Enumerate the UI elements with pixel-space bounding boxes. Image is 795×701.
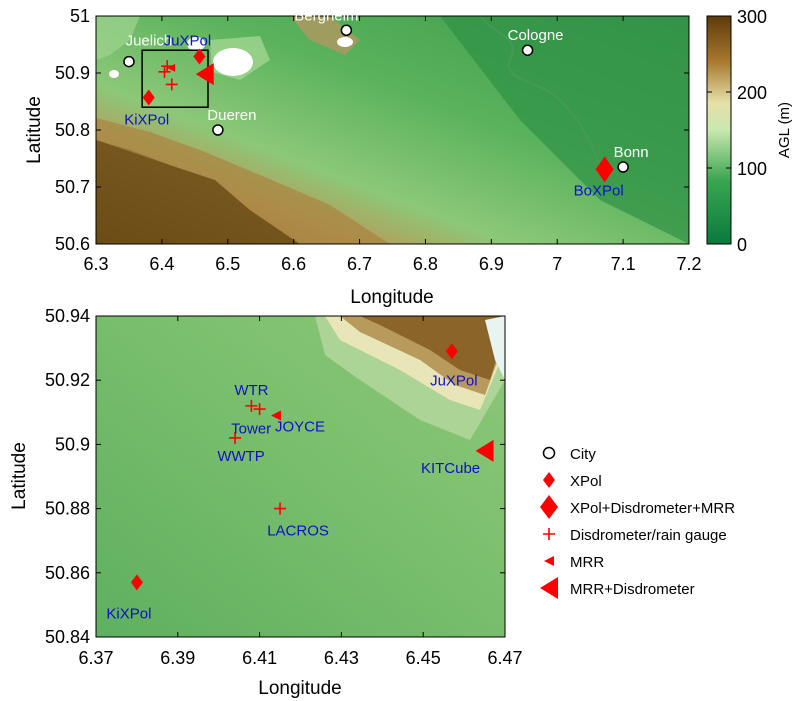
legend-xpol-marker	[543, 472, 555, 488]
zoom-terrain-map	[96, 316, 505, 637]
colorbar	[706, 15, 732, 245]
legend-entry-label: MRR+Disdrometer	[570, 581, 695, 598]
legend-entry-label: MRR	[570, 554, 604, 571]
legend-mrr-disdrometer-marker	[540, 577, 558, 599]
zoom-disdrometer-marker	[274, 502, 287, 515]
zoom-x-tick-label: 6.47	[487, 648, 522, 668]
zoom-x-tick-label: 6.41	[242, 648, 277, 668]
zoom-mrr-marker	[270, 410, 281, 421]
legend-entry-label: XPol	[570, 473, 602, 490]
overview-disdrometer-marker	[158, 65, 171, 78]
zoom-station-label: KiXPol	[106, 605, 151, 622]
overview-y-tick-label: 50.7	[55, 177, 90, 197]
colorbar-ticks: 0 100 200 300	[707, 7, 767, 255]
overview-map-panel: 6.3 6.4 6.5 6.6 6.7 6.8 6.9 7 7.1 7.2 50.6 50.7 50.8…	[24, 6, 793, 308]
zoom-y-tick-label: 50.92	[45, 370, 90, 390]
zoom-disdrometer-marker	[253, 403, 266, 416]
zoom-markers: WTR WWTP LACROS JOYCE KITCube JuXPol KiXPol Tow…	[106, 343, 494, 622]
overview-station-label: JuXPol	[164, 32, 212, 49]
zoom-station-label: WWTP	[217, 448, 264, 465]
overview-xpol-disdrometer-mrr-marker	[595, 156, 614, 183]
overview-x-tick-label: 6.5	[215, 254, 240, 274]
zoom-plot-frame	[95, 315, 506, 638]
overview-x-tick-label: 6.4	[149, 254, 174, 274]
overview-disdrometer-marker	[165, 78, 178, 91]
city-label: Bergheim	[294, 7, 358, 24]
zoom-x-axis-title: Longitude	[258, 678, 341, 699]
zoom-y-tick-label: 50.94	[45, 306, 90, 326]
legend-disdrometer-marker	[543, 528, 555, 540]
legend: City XPol XPol+Disdrometer+MRR Disdrometer/…	[540, 446, 735, 599]
overview-x-tick-label: 6.6	[281, 254, 306, 274]
overview-y-tick-label: 50.6	[55, 234, 90, 254]
city-marker	[617, 161, 629, 173]
overview-y-tick-label: 51	[70, 6, 90, 26]
zoom-y-tick-label: 50.84	[45, 627, 90, 647]
colorbar-tick-label: 100	[737, 159, 767, 179]
colorbar-tick-label: 0	[737, 235, 747, 255]
overview-y-tick-label: 50.9	[55, 63, 90, 83]
zoom-station-label: KITCube	[421, 460, 480, 477]
city-label: Dueren	[207, 107, 256, 124]
legend-xpol-disdrometer-mrr-marker	[540, 495, 558, 519]
zoom-station-label: LACROS	[267, 523, 329, 540]
zoom-disdrometer-marker	[229, 431, 242, 444]
legend-mrr-marker	[544, 556, 554, 566]
overview-mrr-marker	[167, 63, 176, 72]
legend-entry-label: Disdrometer/rain gauge	[570, 527, 727, 544]
city-marker	[521, 44, 534, 56]
zoom-disdrometer-marker	[245, 399, 258, 412]
zoom-axis-ticks: 6.37 6.39 6.41 6.43 6.45 6.47 50.84 50.86 50.88 5…	[45, 306, 523, 668]
overview-xpol-marker	[193, 48, 206, 65]
overview-x-tick-label: 6.7	[347, 254, 372, 274]
zoom-station-label: JOYCE	[275, 419, 325, 436]
zoom-xpol-marker	[445, 343, 458, 360]
legend-entry-label: City	[570, 446, 596, 463]
zoom-x-tick-label: 6.37	[78, 648, 113, 668]
overview-markers: Juelich Bergheim Cologne Dueren Bonn JuXPol Ki…	[123, 7, 649, 199]
city-label: Cologne	[508, 27, 564, 44]
overview-xpol-marker	[142, 89, 155, 106]
zoom-xpol-marker	[130, 574, 143, 591]
city-marker	[340, 24, 353, 36]
overview-y-axis-title: Latitude	[24, 96, 45, 164]
zoom-station-label: Tower	[231, 420, 271, 437]
overview-x-tick-label: 6.9	[479, 254, 504, 274]
colorbar-tick-label: 300	[737, 7, 767, 27]
zoom-station-label: JuXPol	[430, 372, 478, 389]
overview-axis-ticks: 6.3 6.4 6.5 6.6 6.7 6.8 6.9 7 7.1 7.2 50.6 50.7 50.8…	[55, 6, 702, 274]
overview-y-tick-label: 50.8	[55, 120, 90, 140]
overview-x-tick-label: 7	[552, 254, 562, 274]
zoom-y-axis-title: Latitude	[9, 442, 30, 510]
overview-x-tick-label: 7.2	[676, 254, 701, 274]
zoom-mrr-disdrometer-marker	[475, 439, 494, 462]
overview-x-tick-label: 7.1	[611, 254, 636, 274]
zoom-x-tick-label: 6.39	[160, 648, 195, 668]
zoom-y-tick-label: 50.86	[45, 563, 90, 583]
overview-station-label: KiXPol	[124, 112, 169, 129]
overview-mrr-disdrometer-marker	[195, 63, 214, 86]
city-marker	[212, 124, 224, 136]
colorbar-tick-label: 200	[737, 83, 767, 103]
zoom-y-tick-label: 50.88	[45, 499, 90, 519]
city-label: Bonn	[614, 144, 649, 161]
zoom-station-label: WTR	[234, 382, 268, 399]
city-marker	[123, 55, 135, 68]
legend-entry-label: XPol+Disdrometer+MRR	[570, 500, 735, 517]
zoom-x-tick-label: 6.43	[324, 648, 359, 668]
legend-city-marker	[542, 446, 556, 460]
overview-station-label: BoXPol	[574, 182, 624, 199]
city-label: Juelich	[126, 33, 173, 50]
overview-terrain-map	[96, 16, 689, 244]
overview-x-axis-title: Longitude	[350, 287, 433, 308]
overview-x-tick-label: 6.8	[413, 254, 438, 274]
colorbar-label: AGL (m)	[776, 102, 793, 158]
zoom-x-tick-label: 6.45	[406, 648, 441, 668]
overview-x-tick-label: 6.3	[83, 254, 108, 274]
zoom-y-tick-label: 50.9	[55, 434, 90, 454]
zoom-map-panel: 6.37 6.39 6.41 6.43 6.45 6.47 50.84 50.86 50.88 5…	[9, 306, 523, 699]
